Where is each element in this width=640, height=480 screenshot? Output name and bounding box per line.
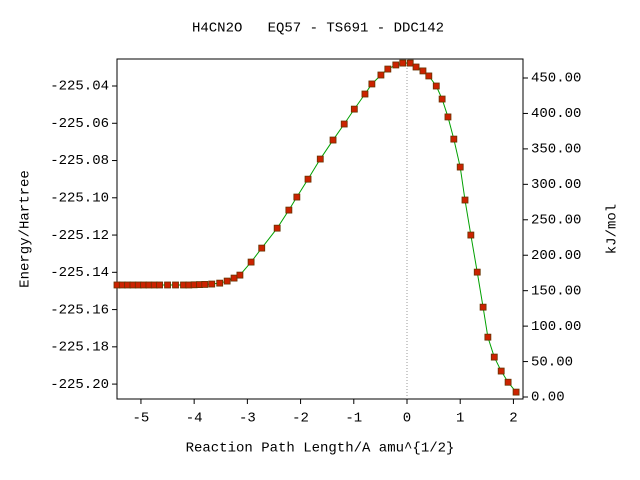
y-tick-label: -225.12 [50,228,109,244]
y2-tick-label: 50.00 [531,354,573,370]
data-point [350,105,358,113]
data-point [425,72,433,80]
y2-axis-label: kJ/mol [605,204,621,254]
data-point [504,378,512,386]
y-tick-label: -225.16 [50,302,109,318]
y2-tick-label: 100.00 [531,319,581,335]
data-point [412,63,420,71]
data-point [384,65,392,73]
data-point [236,271,244,279]
data-point [258,244,266,252]
data-point [473,268,481,276]
data-point [223,277,231,285]
y-axis-label: Energy/Hartree [18,170,34,288]
data-point [273,224,281,232]
data-point [164,281,171,289]
data-point [230,274,238,282]
data-point [406,59,414,67]
data-point [461,196,469,204]
energy-line [117,62,517,393]
x-tick-label: -5 [133,411,150,427]
y-tick-label: -225.06 [50,116,109,132]
y2-tick-label: 300.00 [531,177,581,193]
x-axis-label: Reaction Path Length/A amu^{1/2} [186,441,455,457]
data-point [216,279,224,287]
data-point [497,367,505,375]
x-tick-label: -3 [239,411,256,427]
y-tick-label: -225.04 [50,79,109,95]
data-point [438,95,446,103]
data-point [156,281,163,289]
y2-tick-label: 350.00 [531,142,581,158]
y2-tick-label: 150.00 [531,283,581,299]
data-point [208,280,216,288]
data-point [490,353,498,361]
y-tick-label: -225.20 [50,377,109,393]
data-point [201,281,209,288]
data-point [247,258,255,266]
y-tick-label: -225.18 [50,340,109,356]
y2-tick-label: 250.00 [531,212,581,228]
x-tick-label: -1 [345,411,362,427]
y-tick-label: -225.08 [50,153,109,169]
data-point [467,231,475,239]
data-point [172,281,179,289]
data-point [419,67,427,75]
data-point [361,90,369,98]
data-point [484,333,492,341]
data-point [479,303,487,311]
data-point [304,175,312,183]
plot-frame [116,58,524,400]
data-point [512,388,520,396]
y2-tick-label: 400.00 [531,106,581,122]
data-point [329,136,337,144]
y2-tick-label: 0.00 [531,390,565,406]
data-point [368,80,376,88]
data-point [444,113,452,121]
data-point [450,135,458,143]
data-point [340,120,348,128]
data-point [316,155,324,163]
data-point [432,82,440,90]
chart-title: H4CN2O EQ57 - TS691 - DDC142 [192,21,444,37]
y2-tick-label: 450.00 [531,71,581,87]
data-point [377,71,385,79]
y-tick-label: -225.10 [50,190,109,206]
x-tick-label: 0 [403,411,411,427]
y-tick-label: -225.14 [50,265,109,281]
y2-tick-label: 200.00 [531,248,581,264]
x-tick-label: -2 [292,411,309,427]
data-point [285,206,293,214]
data-point [456,163,464,171]
x-tick-label: -4 [186,411,203,427]
data-point [392,61,400,69]
x-tick-label: 1 [456,411,464,427]
data-point [293,193,301,201]
x-tick-label: 2 [509,411,517,427]
data-point [399,59,407,67]
